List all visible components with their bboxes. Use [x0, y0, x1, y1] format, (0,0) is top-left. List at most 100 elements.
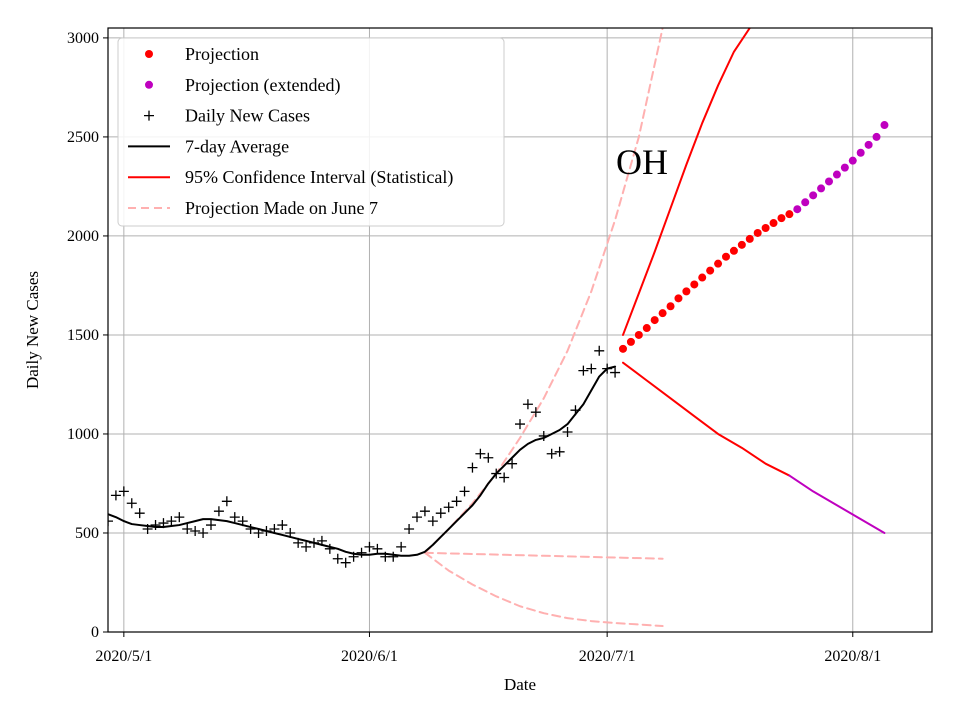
daily-cases-point: [206, 520, 216, 531]
legend-label-daily: Daily New Cases: [185, 106, 310, 126]
legend-label-projection_ext: Projection (extended): [185, 75, 340, 96]
daily-cases-point: [213, 506, 224, 517]
legend-marker-daily: [144, 110, 154, 121]
legend-label-ci: 95% Confidence Interval (Statistical): [185, 167, 453, 188]
daily-cases-point: [562, 426, 573, 437]
daily-cases-point: [40, 538, 50, 548]
daily-cases-point: [110, 490, 121, 501]
projection-point: [698, 273, 707, 282]
projection-point: [674, 294, 683, 303]
chart-annotation: OH: [616, 142, 668, 182]
daily-cases-point: [610, 367, 621, 378]
projection-point: [658, 309, 667, 318]
projection-point: [745, 234, 754, 243]
daily-cases-point: [182, 524, 193, 535]
projection-extended-point: [864, 140, 873, 149]
daily-cases-point: [237, 516, 248, 527]
projection-extended-point: [848, 156, 857, 165]
daily-cases-point: [118, 486, 129, 497]
x-tick-label: 2020/5/1: [95, 648, 152, 665]
daily-cases-point: [530, 407, 541, 418]
daily-cases-point: [451, 496, 462, 507]
y-tick-label: 1500: [67, 327, 99, 344]
daily-cases-point: [475, 448, 486, 459]
daily-cases-point: [174, 512, 185, 523]
projection-extended-point: [817, 184, 826, 193]
projection-point: [666, 302, 675, 311]
daily-cases-point: [301, 541, 312, 552]
legend-label-avg: 7-day Average: [185, 136, 289, 156]
daily-cases-point: [245, 524, 256, 535]
y-tick-label: 3000: [67, 30, 99, 47]
daily-cases-point: [166, 516, 177, 527]
projection-extended-point: [825, 177, 833, 186]
daily-cases-point: [586, 363, 597, 374]
projection-point: [737, 240, 746, 249]
y-tick-label: 0: [91, 624, 99, 641]
daily-cases-point: [285, 527, 296, 538]
projection-extended-point: [840, 163, 849, 172]
y-tick-label: 500: [75, 525, 99, 542]
plot-frame: [107, 27, 933, 633]
projection-point: [642, 324, 651, 333]
legend-item-projection: Projection: [145, 44, 259, 64]
daily-cases-point: [48, 473, 58, 483]
legend-box: [117, 37, 505, 227]
daily-cases-point: [499, 472, 510, 483]
june7-projection-middle-line: [423, 551, 664, 560]
projection-extended-point: [801, 198, 810, 207]
daily-cases-point: [332, 553, 343, 564]
daily-cases-point: [229, 512, 240, 523]
daily-cases-point: [63, 492, 73, 502]
daily-cases-point: [467, 462, 478, 473]
daily-cases-point: [570, 405, 581, 416]
ticks: 0 500 1000 1500 2000 2500 3000 2020/5/1 2020/6/1…: [67, 30, 881, 665]
projection-extended-point: [880, 121, 889, 130]
daily-cases-point: [554, 446, 565, 457]
daily-cases-point: [277, 520, 288, 531]
daily-cases-point: [324, 543, 335, 554]
daily-cases-point: [538, 430, 549, 441]
projection-point: [682, 287, 691, 296]
series-layer: [16, 28, 889, 628]
daily-cases-point: [108, 516, 113, 527]
projection-point: [650, 316, 659, 325]
daily-cases-point: [396, 541, 407, 552]
daily-cases-point: [261, 526, 272, 537]
daily-cases-point: [55, 455, 65, 465]
ci-lower-extended-line: [788, 474, 886, 534]
daily-cases-point: [32, 591, 42, 601]
projection-point: [626, 337, 635, 346]
daily-cases-point: [364, 541, 375, 552]
daily-cases-point: [546, 448, 557, 459]
daily-cases-point: [459, 486, 470, 497]
legend-marker-projection_ext: [145, 80, 153, 89]
daily-cases-point: [372, 543, 383, 554]
daily-cases-point: [515, 419, 525, 430]
projection-point: [714, 259, 723, 268]
projection-point: [619, 344, 627, 353]
legend-label-june7: Projection Made on June 7: [185, 198, 378, 218]
x-tick-label: 2020/6/1: [341, 648, 398, 665]
daily-cases-point: [309, 537, 319, 548]
projection-point: [785, 210, 794, 219]
projection-point: [769, 219, 778, 228]
projection-point: [690, 280, 699, 289]
projection-extended-point: [872, 132, 881, 141]
projection-point: [634, 330, 643, 339]
daily-cases-point: [594, 345, 605, 356]
daily-cases-point: [16, 544, 26, 554]
legend-item-projection_ext: Projection (extended): [145, 75, 340, 96]
projection-point: [729, 246, 738, 255]
daily-cases-point: [269, 524, 280, 535]
daily-cases-point: [491, 468, 502, 479]
x-axis-label: Date: [504, 675, 536, 694]
daily-cases-point: [435, 508, 446, 519]
legend-label-projection: Projection: [185, 44, 259, 64]
daily-cases-point: [483, 452, 494, 463]
projection-point: [753, 228, 762, 237]
daily-cases-point: [126, 498, 137, 509]
daily-cases-point: [221, 496, 232, 507]
daily-cases-point: [356, 547, 367, 558]
daily-cases-point: [24, 591, 34, 601]
